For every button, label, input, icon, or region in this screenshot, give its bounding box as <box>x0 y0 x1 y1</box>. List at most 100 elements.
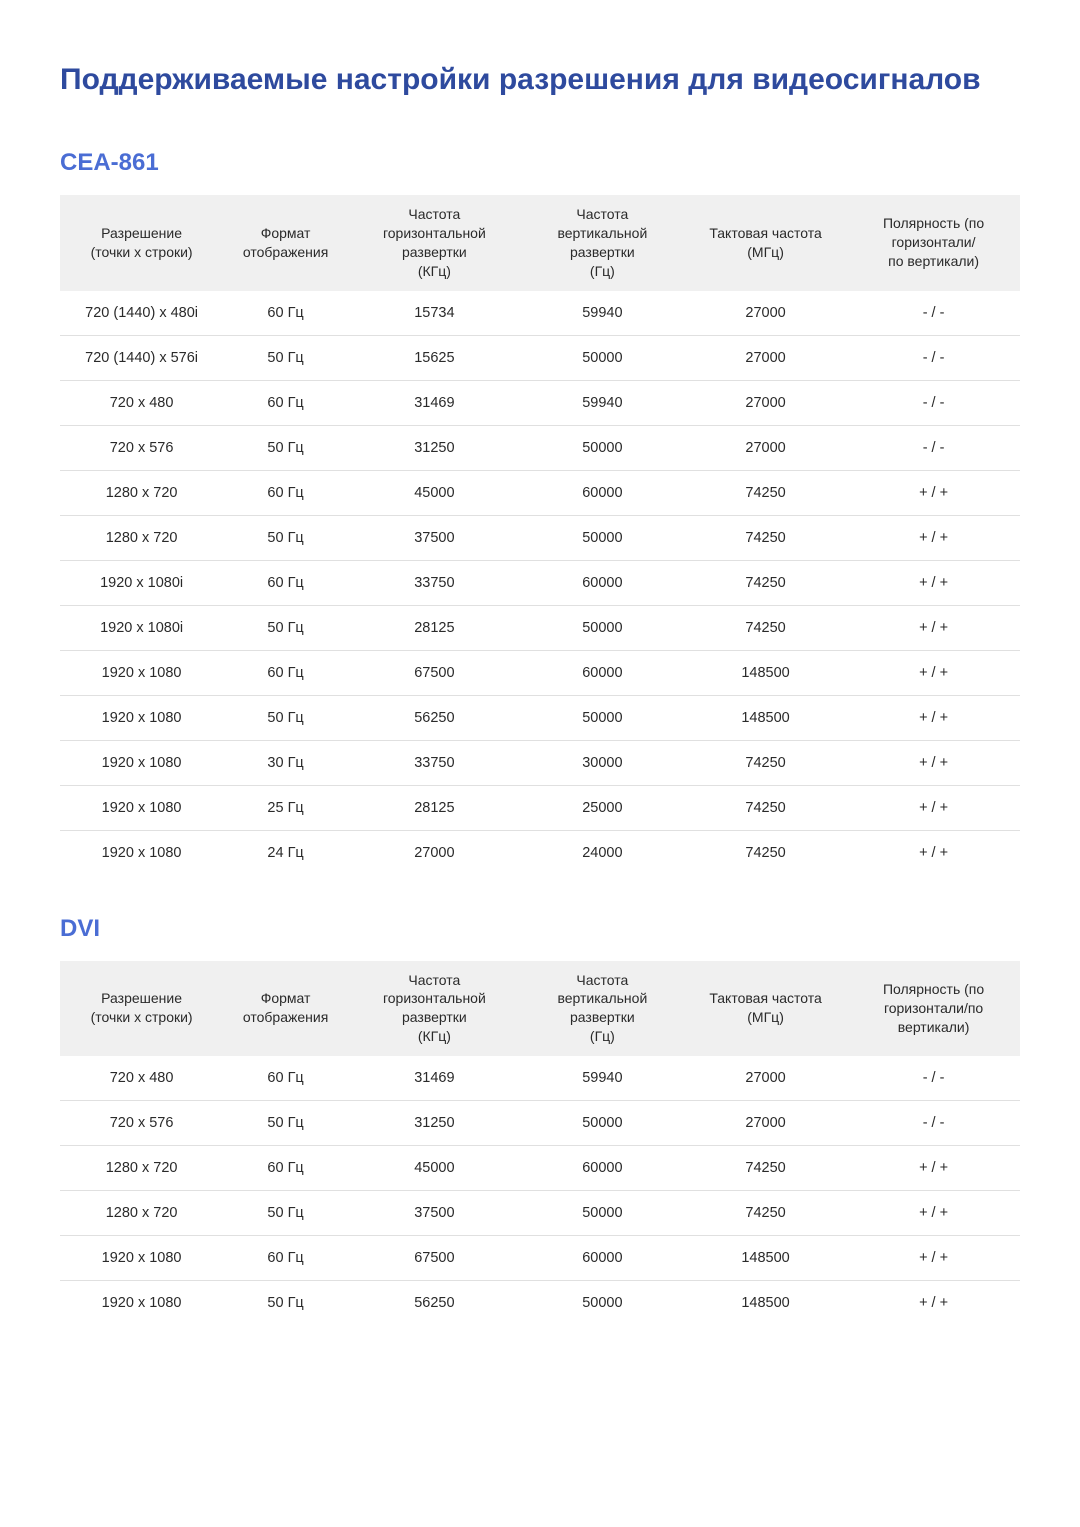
table-cell: 720 x 576 <box>60 1101 223 1146</box>
col-polarity: Полярность (погоризонтали/повертикали) <box>847 961 1020 1057</box>
table-cell: 27000 <box>684 1101 847 1146</box>
table-row: 720 (1440) x 480i60 Гц157345994027000- /… <box>60 291 1020 336</box>
table-cell: 33750 <box>348 740 521 785</box>
table-cell: + / + <box>847 560 1020 605</box>
table-cell: 31469 <box>348 1056 521 1101</box>
table-cell: + / + <box>847 470 1020 515</box>
table-cell: 27000 <box>684 335 847 380</box>
col-clock: Тактовая частота(МГц) <box>684 961 847 1057</box>
table-cell: + / + <box>847 605 1020 650</box>
table-row: 720 x 48060 Гц314695994027000- / - <box>60 380 1020 425</box>
table-row: 1280 x 72050 Гц375005000074250+ / + <box>60 515 1020 560</box>
col-polarity: Полярность (погоризонтали/по вертикали) <box>847 195 1020 291</box>
col-vfreq: Частотавертикальнойразвертки(Гц) <box>521 961 684 1057</box>
table-cell: 59940 <box>521 1056 684 1101</box>
table-row: 1280 x 72060 Гц450006000074250+ / + <box>60 1146 1020 1191</box>
table-cell: 60000 <box>521 1236 684 1281</box>
table-row: 1920 x 108060 Гц6750060000148500+ / + <box>60 650 1020 695</box>
table-cell: 1920 x 1080 <box>60 695 223 740</box>
table-row: 1920 x 108024 Гц270002400074250+ / + <box>60 830 1020 875</box>
table-row: 1280 x 72060 Гц450006000074250+ / + <box>60 470 1020 515</box>
table-cell: 28125 <box>348 785 521 830</box>
table-cell: 1920 x 1080i <box>60 605 223 650</box>
col-format: Форматотображения <box>223 961 348 1057</box>
section-title: CEA-861 <box>60 149 1020 177</box>
table-cell: + / + <box>847 650 1020 695</box>
table-cell: 50 Гц <box>223 335 348 380</box>
table-cell: 50 Гц <box>223 1101 348 1146</box>
table-cell: 720 x 480 <box>60 380 223 425</box>
table-cell: 720 (1440) x 576i <box>60 335 223 380</box>
table-cell: 27000 <box>684 380 847 425</box>
table-cell: 1920 x 1080 <box>60 1281 223 1326</box>
table-cell: 27000 <box>684 1056 847 1101</box>
col-clock: Тактовая частота(МГц) <box>684 195 847 291</box>
table-cell: + / + <box>847 1191 1020 1236</box>
table-cell: 60 Гц <box>223 380 348 425</box>
table-cell: 50000 <box>521 515 684 560</box>
table-cell: 1280 x 720 <box>60 1146 223 1191</box>
table-cell: 1280 x 720 <box>60 1191 223 1236</box>
table-cell: 74250 <box>684 560 847 605</box>
table-cell: 60 Гц <box>223 1146 348 1191</box>
table-cell: 1920 x 1080 <box>60 740 223 785</box>
table-cell: + / + <box>847 785 1020 830</box>
table-cell: 1920 x 1080 <box>60 830 223 875</box>
table-row: 1920 x 108025 Гц281252500074250+ / + <box>60 785 1020 830</box>
table-cell: 74250 <box>684 740 847 785</box>
table-cell: 74250 <box>684 785 847 830</box>
section-dvi: DVI Разрешение(точки х строки) Форматото… <box>60 915 1020 1326</box>
table-cell: 50000 <box>521 1191 684 1236</box>
table-row: 1920 x 108050 Гц5625050000148500+ / + <box>60 1281 1020 1326</box>
table-cell: 148500 <box>684 650 847 695</box>
table-cell: 60000 <box>521 1146 684 1191</box>
table-cell: 60 Гц <box>223 1056 348 1101</box>
table-cell: 720 x 480 <box>60 1056 223 1101</box>
table-cell: 37500 <box>348 1191 521 1236</box>
col-resolution: Разрешение(точки х строки) <box>60 961 223 1057</box>
table-cell: 59940 <box>521 291 684 336</box>
table-cell: 31469 <box>348 380 521 425</box>
table-cell: 31250 <box>348 425 521 470</box>
table-cell: 148500 <box>684 1236 847 1281</box>
table-row: 1920 x 1080i60 Гц337506000074250+ / + <box>60 560 1020 605</box>
page-title: Поддерживаемые настройки разрешения для … <box>60 60 1020 99</box>
table-cell: 60000 <box>521 560 684 605</box>
col-vfreq: Частотавертикальнойразвертки(Гц) <box>521 195 684 291</box>
table-cell: + / + <box>847 515 1020 560</box>
table-cell: 67500 <box>348 650 521 695</box>
table-row: 720 x 57650 Гц312505000027000- / - <box>60 1101 1020 1146</box>
table-cell: 74250 <box>684 515 847 560</box>
table-cell: - / - <box>847 1056 1020 1101</box>
table-cell: 60 Гц <box>223 650 348 695</box>
table-cea-861: Разрешение(точки х строки) Форматотображ… <box>60 195 1020 875</box>
table-cell: 27000 <box>684 425 847 470</box>
table-cell: 60 Гц <box>223 560 348 605</box>
table-cell: 60000 <box>521 650 684 695</box>
table-cell: 74250 <box>684 605 847 650</box>
table-cell: 45000 <box>348 1146 521 1191</box>
table-cell: + / + <box>847 830 1020 875</box>
table-cell: + / + <box>847 1236 1020 1281</box>
section-title: DVI <box>60 915 1020 943</box>
table-cell: 15734 <box>348 291 521 336</box>
table-cell: 50 Гц <box>223 695 348 740</box>
table-header-row: Разрешение(точки х строки) Форматотображ… <box>60 195 1020 291</box>
table-dvi: Разрешение(точки х строки) Форматотображ… <box>60 961 1020 1326</box>
table-row: 1920 x 108030 Гц337503000074250+ / + <box>60 740 1020 785</box>
table-cell: 74250 <box>684 830 847 875</box>
col-resolution: Разрешение(точки х строки) <box>60 195 223 291</box>
table-cell: 15625 <box>348 335 521 380</box>
table-cell: 50000 <box>521 695 684 740</box>
table-row: 1920 x 108060 Гц6750060000148500+ / + <box>60 1236 1020 1281</box>
table-header-row: Разрешение(точки х строки) Форматотображ… <box>60 961 1020 1057</box>
table-cell: 30000 <box>521 740 684 785</box>
table-cell: 25 Гц <box>223 785 348 830</box>
table-row: 1920 x 1080i50 Гц281255000074250+ / + <box>60 605 1020 650</box>
table-row: 1280 x 72050 Гц375005000074250+ / + <box>60 1191 1020 1236</box>
table-cell: 28125 <box>348 605 521 650</box>
table-cell: 60 Гц <box>223 1236 348 1281</box>
table-cell: 1920 x 1080i <box>60 560 223 605</box>
table-cell: 25000 <box>521 785 684 830</box>
table-cell: + / + <box>847 1146 1020 1191</box>
